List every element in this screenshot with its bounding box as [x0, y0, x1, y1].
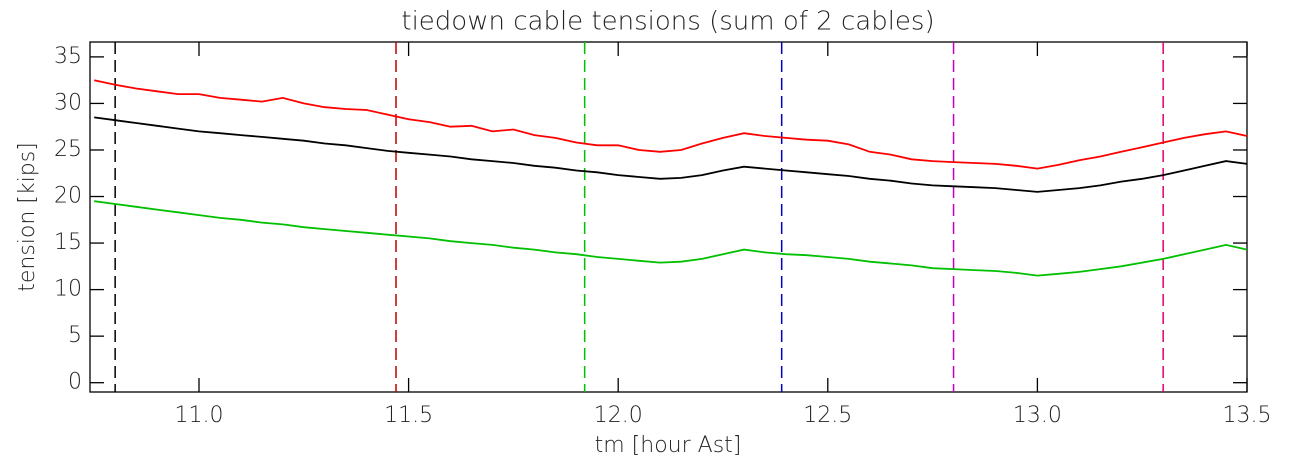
series-line [94, 116, 1248, 193]
y-axis-label: tension [kips] [15, 142, 40, 292]
chart-title: tiedown cable tensions (sum of 2 cables) [401, 7, 934, 37]
x-tick-label: 12.0 [594, 403, 643, 428]
series-line [94, 200, 1248, 277]
y-tick-label: 10 [54, 277, 82, 302]
x-tick-label: 11.5 [384, 403, 433, 428]
y-tick-label: 35 [54, 44, 82, 69]
x-axis-label: tm [hour Ast] [595, 433, 742, 458]
x-tick-label: 11.0 [175, 403, 224, 428]
y-tick-label: 0 [68, 370, 82, 395]
x-tick-label: 13.0 [1013, 403, 1062, 428]
y-tick-label: 5 [68, 323, 82, 348]
y-tick-label: 30 [54, 90, 82, 115]
x-tick-label: 12.5 [803, 403, 852, 428]
plot-frame [89, 41, 1248, 393]
series-line [94, 79, 1248, 170]
x-tick-label: 13.5 [1223, 403, 1272, 428]
y-tick-label: 20 [54, 184, 82, 209]
y-tick-label: 15 [54, 230, 82, 255]
y-tick-label: 25 [54, 137, 82, 162]
